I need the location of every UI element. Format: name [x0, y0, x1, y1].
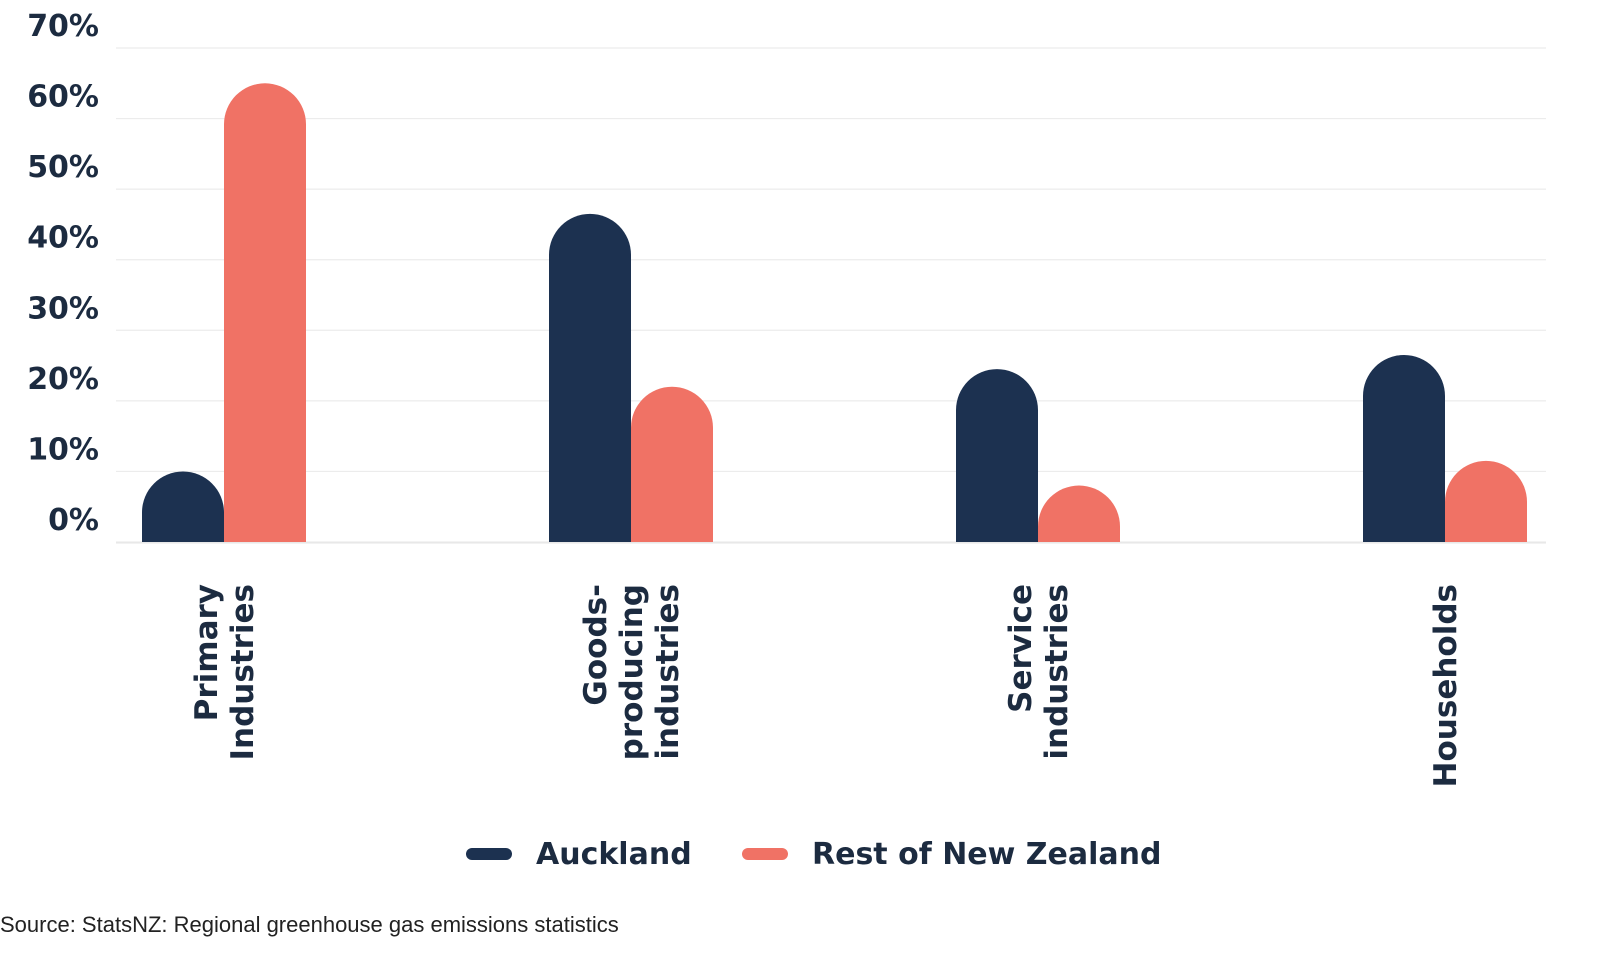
y-tick-label: 50% [27, 150, 99, 185]
legend-item-rest-of-new-zealand: Rest of New Zealand [742, 832, 1162, 876]
y-tick-label: 70% [27, 9, 99, 44]
category-label: Industries [225, 584, 261, 761]
bar-rest-of-new-zealand-1 [631, 386, 713, 542]
legend-item-auckland: Auckland [466, 832, 692, 876]
bars [142, 83, 1527, 543]
bar-auckland-2 [955, 369, 1038, 542]
source-note: Source: StatsNZ: Regional greenhouse gas… [0, 912, 619, 937]
bar-auckland-0 [142, 471, 224, 542]
bar-auckland-1 [549, 213, 631, 543]
y-tick-label: 0% [48, 503, 99, 538]
legend-label-auckland: Auckland [536, 836, 692, 872]
category-label: Service [1003, 584, 1039, 713]
category-label: Goods- [578, 584, 614, 706]
y-tick-label: 60% [27, 80, 99, 115]
category-label: Households [1428, 584, 1464, 787]
y-tick-label: 30% [27, 291, 99, 326]
gridlines [116, 47, 1546, 544]
y-axis-tick-labels: 0% 10% 20% 30% 40% 50% 60% 70% [27, 9, 99, 538]
category-label: industries [1039, 584, 1075, 760]
bar-rest-of-new-zealand-0 [224, 83, 306, 542]
category-label: industries [650, 584, 686, 760]
bar-rest-of-new-zealand-2 [1038, 485, 1120, 542]
legend-swatch-auckland [466, 848, 512, 860]
bar-auckland-3 [1363, 354, 1445, 542]
legend: Auckland Rest of New Zealand [0, 832, 1600, 876]
category-labels: Primary Industries Goods-producing industri… [189, 584, 1464, 787]
y-tick-label: 40% [27, 221, 99, 256]
category-label: producing [614, 584, 650, 760]
y-tick-label: 20% [27, 362, 99, 397]
legend-label-rest-of-new-zealand: Rest of New Zealand [812, 836, 1162, 872]
bar-rest-of-new-zealand-3 [1445, 460, 1527, 542]
legend-swatch-rest-of-new-zealand [742, 848, 788, 860]
y-tick-label: 10% [27, 432, 99, 467]
category-label: Primary [189, 584, 225, 721]
